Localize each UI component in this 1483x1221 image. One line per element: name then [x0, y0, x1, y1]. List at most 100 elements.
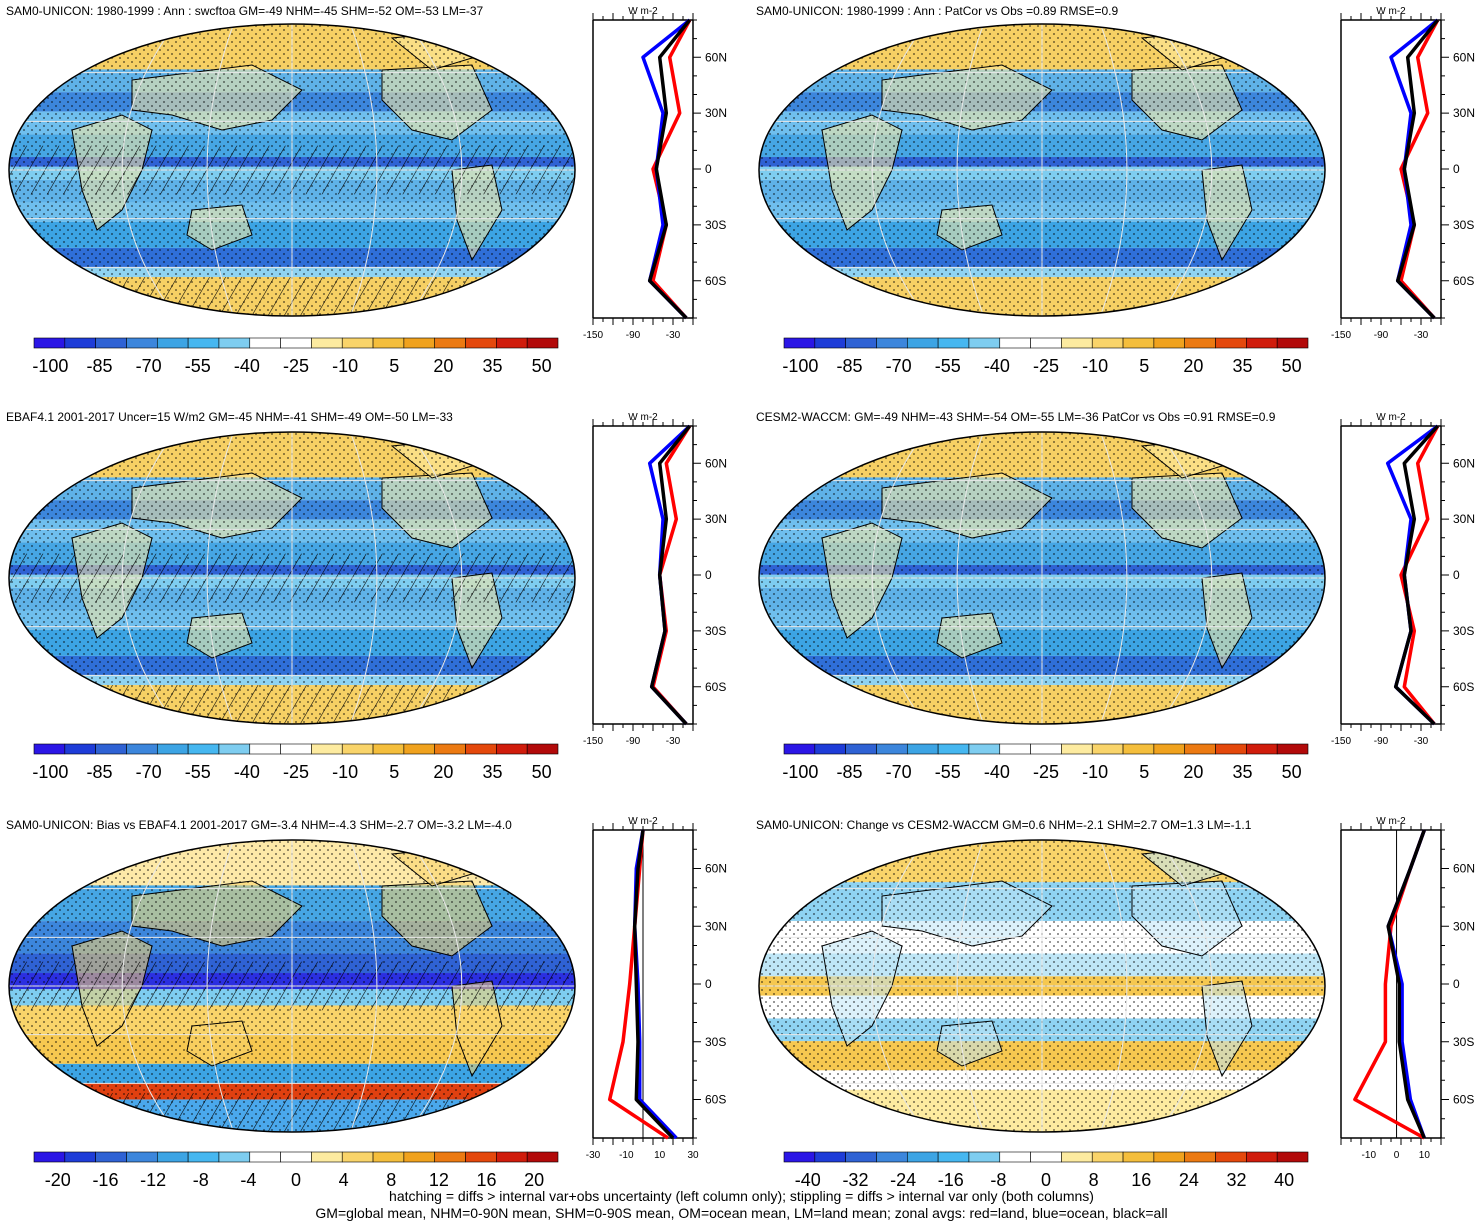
- colorbar-tick-label: -25: [1033, 356, 1059, 376]
- panel-title: SAM0-UNICON: 1980-1999 : Ann : PatCor vs…: [756, 4, 1119, 18]
- colorbar-swatch: [968, 1151, 1001, 1163]
- colorbar-swatch: [156, 1151, 189, 1163]
- colorbar-tick-label: 40: [1274, 1170, 1294, 1190]
- axis-unit-label: W m-2: [628, 816, 658, 827]
- colorbar-swatch: [526, 743, 559, 755]
- panel-title: SAM0-UNICON: 1980-1999 : Ann : swcftoa G…: [6, 4, 484, 18]
- lat-tick-label: 60S: [1453, 274, 1474, 288]
- x-tick-label: -10: [619, 1150, 634, 1161]
- zonal-series-all: [1386, 829, 1426, 1139]
- colorbar-swatch: [156, 743, 189, 755]
- colorbar-swatch: [496, 743, 528, 755]
- x-tick-label: -30: [666, 736, 681, 747]
- colorbar-swatch: [526, 337, 559, 349]
- x-tick-label: 10: [654, 1150, 666, 1161]
- zonal-series-land: [1399, 19, 1440, 320]
- zonal-mean-plot: W m-2 60N 30N 0 30S 60S -150 -90 -30: [583, 412, 727, 747]
- x-tick-label: 10: [1419, 1150, 1431, 1161]
- colorbar-tick-label: -55: [185, 356, 211, 376]
- colorbar-tick-label: -25: [1033, 762, 1059, 782]
- x-tick-label: -150: [1331, 736, 1351, 747]
- colorbar-swatch: [372, 337, 405, 349]
- colorbar-swatch: [1030, 1151, 1062, 1163]
- colorbar-swatch: [1276, 337, 1309, 349]
- colorbar-tick-label: 12: [429, 1170, 449, 1190]
- colorbar-tick-label: -70: [886, 762, 912, 782]
- axis-unit-label: W m-2: [628, 6, 658, 17]
- colorbar-tick-label: -55: [935, 762, 961, 782]
- axis-unit-label: W m-2: [1376, 6, 1406, 17]
- colorbar-swatch: [1215, 1151, 1247, 1163]
- colorbar-swatch: [280, 337, 312, 349]
- colorbar-swatch: [311, 743, 343, 755]
- colorbar-swatch: [814, 337, 846, 349]
- colorbar-tick-label: -16: [938, 1170, 964, 1190]
- colorbar-tick-label: -40: [984, 356, 1010, 376]
- colorbar-swatch: [1153, 337, 1186, 349]
- colorbar-tick-label: -85: [86, 762, 112, 782]
- colorbar-tick-label: 20: [433, 356, 453, 376]
- colorbar-swatch: [1122, 743, 1155, 755]
- x-tick-label: 30: [687, 1150, 699, 1161]
- colorbar: -100 -85 -70 -55 -40 -25 -10 5 20 35 50: [782, 743, 1309, 782]
- zonal-series-all: [1393, 424, 1440, 726]
- colorbar-swatch: [814, 743, 846, 755]
- colorbar-swatch: [1276, 1151, 1309, 1163]
- zonal-mean-plot: W m-2 60N 30N 0 30S 60S -150 -90 -30: [1331, 6, 1475, 341]
- lat-tick-label: 60S: [1453, 1093, 1474, 1107]
- lat-tick-label: 0: [705, 568, 712, 582]
- colorbar-swatch: [1122, 337, 1155, 349]
- x-tick-label: -10: [1362, 1150, 1377, 1161]
- colorbar-swatch: [341, 337, 374, 349]
- lat-tick-label: 60S: [705, 680, 726, 694]
- colorbar-swatch: [372, 1151, 405, 1163]
- colorbar-swatch: [906, 743, 939, 755]
- colorbar-swatch: [1184, 337, 1216, 349]
- colorbar-tick-label: 50: [1282, 356, 1302, 376]
- colorbar-swatch: [937, 1151, 970, 1163]
- colorbar-swatch: [1030, 337, 1062, 349]
- colorbar-tick-label: -70: [136, 356, 162, 376]
- lat-tick-label: 30N: [705, 106, 727, 120]
- colorbar-swatch: [1030, 743, 1062, 755]
- colorbar-tick-label: 8: [1089, 1170, 1099, 1190]
- colorbar-swatch: [126, 1151, 158, 1163]
- colorbar-tick-label: -85: [86, 356, 112, 376]
- colorbar-tick-label: 32: [1227, 1170, 1247, 1190]
- colorbar-swatch: [465, 337, 497, 349]
- colorbar-swatch: [845, 743, 877, 755]
- colorbar-tick-label: 20: [1183, 356, 1203, 376]
- colorbar-tick-label: 5: [1139, 356, 1149, 376]
- colorbar-swatch: [187, 1151, 220, 1163]
- colorbar: -100 -85 -70 -55 -40 -25 -10 5 20 35 50: [32, 743, 559, 782]
- global-map: [8, 431, 576, 725]
- colorbar-swatch: [403, 743, 436, 755]
- colorbar-swatch: [876, 1151, 908, 1163]
- lat-tick-label: 60S: [1453, 680, 1474, 694]
- zonal-series-all: [1395, 18, 1440, 320]
- x-tick-label: -90: [1374, 330, 1389, 341]
- lat-tick-label: 0: [705, 977, 712, 991]
- zonal-series-all: [649, 424, 692, 726]
- x-tick-label: -90: [1374, 736, 1389, 747]
- zonal-mean-plot: W m-2 60N 30N 0 30S 60S -150 -90 -30: [1331, 412, 1475, 747]
- colorbar-swatch: [403, 1151, 436, 1163]
- colorbar-tick-label: -100: [32, 762, 68, 782]
- colorbar-swatch: [845, 337, 877, 349]
- colorbar-tick-label: 35: [482, 356, 502, 376]
- colorbar-tick-label: -55: [935, 356, 961, 376]
- footer-note: GM=global mean, NHM=0-90N mean, SHM=0-90…: [315, 1205, 1168, 1221]
- colorbar-swatch: [783, 743, 816, 755]
- colorbar-tick-label: 5: [389, 762, 399, 782]
- colorbar-swatch: [1061, 743, 1093, 755]
- colorbar-tick-label: -25: [283, 356, 309, 376]
- footer-note: hatching = diffs > internal var+obs unce…: [389, 1188, 1094, 1204]
- lat-tick-label: 60N: [705, 862, 727, 876]
- colorbar-swatch: [1215, 337, 1247, 349]
- colorbar-tick-label: -16: [92, 1170, 118, 1190]
- colorbar-swatch: [876, 337, 908, 349]
- colorbar-tick-label: -70: [886, 356, 912, 376]
- colorbar-swatch: [434, 1151, 466, 1163]
- x-tick-label: -30: [586, 1150, 601, 1161]
- colorbar-swatch: [95, 337, 127, 349]
